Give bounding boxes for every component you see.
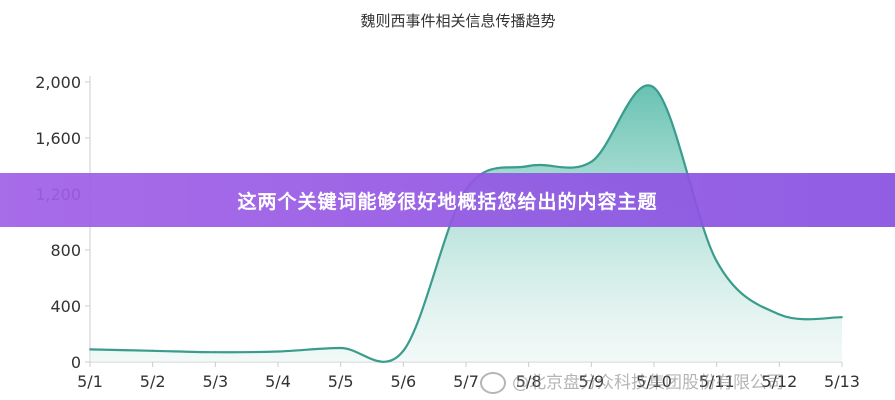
data-point — [527, 164, 530, 168]
x-tick-label: 5/7 — [453, 372, 479, 391]
data-point — [590, 160, 593, 163]
y-tick-label: 1,600 — [35, 129, 81, 148]
data-point — [402, 349, 405, 352]
x-tick-label: 5/6 — [390, 372, 416, 391]
data-point — [276, 350, 280, 353]
x-tick-label: 5/13 — [824, 372, 860, 391]
x-tick-label: 5/3 — [202, 372, 228, 391]
x-tick-label: 5/2 — [140, 372, 166, 391]
data-point — [339, 346, 342, 350]
x-tick-label: 5/8 — [516, 372, 542, 391]
x-tick-label: 5/1 — [77, 372, 103, 391]
watermark-text: @北京盘分众科技集团股份有限公司 — [512, 373, 784, 393]
x-tick-label: 5/5 — [328, 372, 354, 391]
chart-title: 魏则西事件相关信息传播趋势 — [360, 12, 555, 30]
data-point — [151, 349, 154, 352]
banner-text: 这两个关键词能够很好地概括您给出的内容主题 — [237, 190, 658, 213]
x-tick-label: 5/9 — [578, 372, 604, 391]
data-point — [840, 316, 844, 319]
y-tick-label: 400 — [50, 297, 81, 316]
data-point — [715, 260, 718, 263]
y-tick-label: 800 — [50, 241, 81, 260]
weibo-logo-icon — [480, 372, 506, 394]
data-point — [214, 351, 217, 354]
data-point — [652, 86, 656, 89]
data-point — [778, 313, 781, 316]
y-tick-label: 2,000 — [35, 73, 81, 92]
x-tick-label: 5/10 — [636, 372, 672, 391]
data-point — [88, 348, 92, 351]
x-tick-label: 5/11 — [699, 372, 735, 391]
x-tick-label: 5/12 — [761, 372, 797, 391]
overlay-banner: 这两个关键词能够很好地概括您给出的内容主题 — [0, 173, 895, 227]
y-tick-label: 0 — [71, 353, 81, 372]
x-tick-label: 5/4 — [265, 372, 291, 391]
watermark: @北京盘分众科技集团股份有限公司 — [480, 368, 784, 394]
